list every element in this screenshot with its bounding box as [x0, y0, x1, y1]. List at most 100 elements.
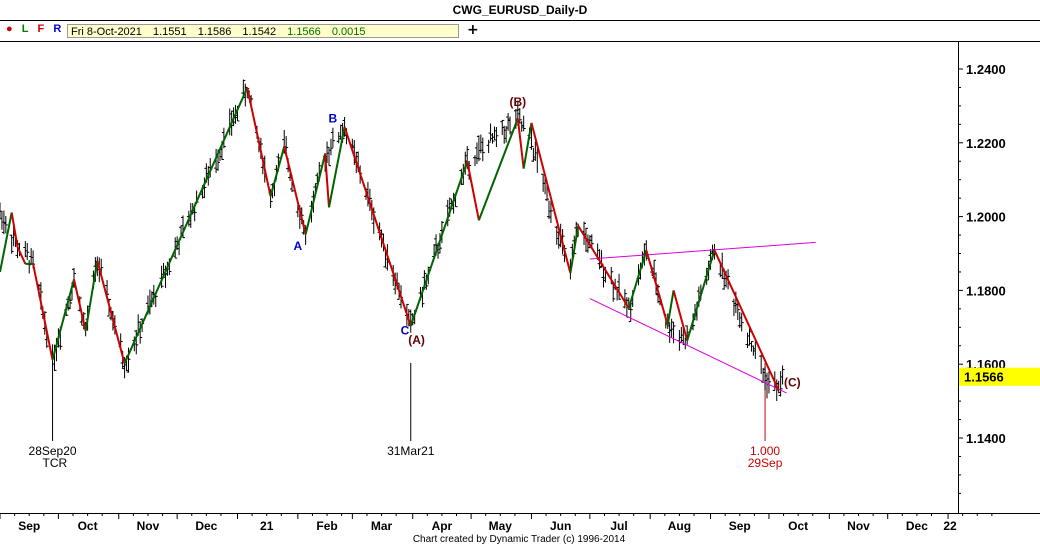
x-tick-label: Dec — [906, 519, 928, 533]
quote-close: 1.1566 — [287, 26, 321, 38]
wave-label: A — [294, 239, 303, 253]
flag-r-button[interactable]: R — [53, 23, 62, 35]
swing-line — [84, 260, 99, 332]
y-tick-label: 1.2200 — [966, 136, 1006, 151]
footer-credit: Chart created by Dynamic Trader (c) 1996… — [413, 534, 626, 545]
quote-low: 1.1542 — [242, 26, 277, 38]
ohlc-bar — [480, 137, 485, 162]
x-tick-label: Nov — [137, 519, 160, 533]
chart-background — [0, 41, 1040, 547]
last-price-label: 1.1566 — [964, 370, 1004, 385]
swing-line — [672, 290, 689, 341]
quote-box: Fri 8-Oct-2021 1.1551 1.1586 1.1542 1.15… — [67, 24, 459, 38]
time-marker-label: 28Sep20 — [29, 444, 77, 458]
trend-line — [589, 241, 816, 260]
ohlc-bar — [71, 267, 76, 288]
indicator-flags: ● L F R — [6, 23, 67, 35]
swing-line — [666, 290, 675, 326]
ohlc-bar — [548, 199, 553, 224]
time-marker-label: 31Mar21 — [387, 444, 435, 458]
x-tick-label: Mar — [371, 519, 393, 533]
swing-line — [269, 146, 286, 197]
swing-line — [477, 118, 519, 221]
ohlc-bar — [617, 273, 622, 300]
x-tick-label: Jun — [550, 519, 571, 533]
time-marker-label: TCR — [43, 456, 68, 470]
swing-line — [530, 122, 572, 274]
x-tick-label: Oct — [788, 519, 808, 533]
swing-line — [10, 212, 19, 248]
x-tick-label: Oct — [78, 519, 98, 533]
ohlc-bar — [739, 312, 744, 332]
ohlc-bar — [3, 216, 8, 234]
swing-line — [51, 279, 75, 361]
wave-label: C — [401, 324, 410, 338]
quote-open: 1.1551 — [152, 26, 187, 38]
x-tick-label: Nov — [847, 519, 870, 533]
ohlc-bar — [589, 234, 594, 248]
ohlc-bar — [671, 321, 676, 344]
ohlc-bar — [330, 127, 335, 148]
chart-title: CWG_EURUSD_Daily-D — [0, 0, 1040, 21]
swing-line — [246, 87, 272, 197]
swing-line — [577, 225, 630, 309]
ohlc-bar — [529, 128, 534, 150]
swing-line — [0, 212, 13, 273]
ohlc-bar — [476, 135, 481, 162]
swing-line — [522, 122, 533, 169]
swing-line — [123, 87, 249, 364]
y-tick-label: 1.1800 — [966, 283, 1006, 298]
ohlc-bar — [328, 138, 333, 156]
x-tick-label: Jul — [610, 519, 627, 533]
swing-line — [713, 249, 780, 391]
swing-line — [645, 249, 669, 326]
trend-line — [589, 298, 787, 394]
ohlc-bar — [494, 126, 499, 147]
ohlc-bar — [521, 115, 526, 132]
time-marker-label: 29Sep — [748, 456, 783, 470]
ohlc-bar — [517, 108, 522, 124]
swing-line — [328, 126, 346, 208]
add-plus-icon[interactable]: + — [467, 22, 479, 38]
y-tick-label: 1.2000 — [966, 210, 1006, 225]
swing-line — [686, 249, 716, 341]
flag-f-button[interactable]: F — [37, 23, 45, 35]
x-tick-label: Sep — [18, 519, 40, 533]
ohlc-bar — [735, 300, 740, 321]
swing-line — [409, 160, 469, 327]
x-tick-label: 21 — [260, 519, 274, 533]
ohlc-bar — [159, 265, 164, 289]
x-tick-label: Aug — [668, 519, 691, 533]
x-tick-label: Feb — [316, 519, 337, 533]
swing-line — [304, 153, 327, 235]
swing-line — [627, 249, 648, 309]
y-axis-panel — [958, 42, 1040, 547]
ohlc-bar — [780, 365, 785, 385]
ohlc-bar — [778, 371, 783, 397]
swing-line — [569, 225, 580, 274]
ohlc-bar — [445, 199, 450, 227]
swing-line — [466, 161, 480, 221]
x-tick-label: 22 — [943, 519, 957, 533]
quote-high: 1.1586 — [197, 26, 232, 38]
quote-change: 0.0015 — [331, 26, 366, 38]
status-dot-icon[interactable]: ● — [6, 23, 13, 35]
swing-line — [32, 263, 54, 360]
swing-line — [283, 146, 307, 235]
ohlc-bar — [490, 133, 495, 144]
ohlc-bar — [138, 321, 143, 344]
wave-label: (A) — [408, 333, 425, 347]
time-marker-label: 1.000 — [750, 444, 780, 458]
x-tick-label: May — [489, 519, 513, 533]
swing-line — [96, 260, 126, 364]
ohlc-bar — [25, 242, 30, 260]
y-tick-label: 1.2400 — [966, 62, 1006, 77]
y-tick-label: 1.1400 — [966, 431, 1006, 446]
flag-l-button[interactable]: L — [21, 23, 29, 35]
x-tick-label: Sep — [729, 519, 751, 533]
x-tick-label: Apr — [432, 519, 453, 533]
ohlc-bar — [622, 289, 627, 309]
ohlc-bar — [486, 139, 491, 154]
wave-label: B — [329, 112, 338, 126]
